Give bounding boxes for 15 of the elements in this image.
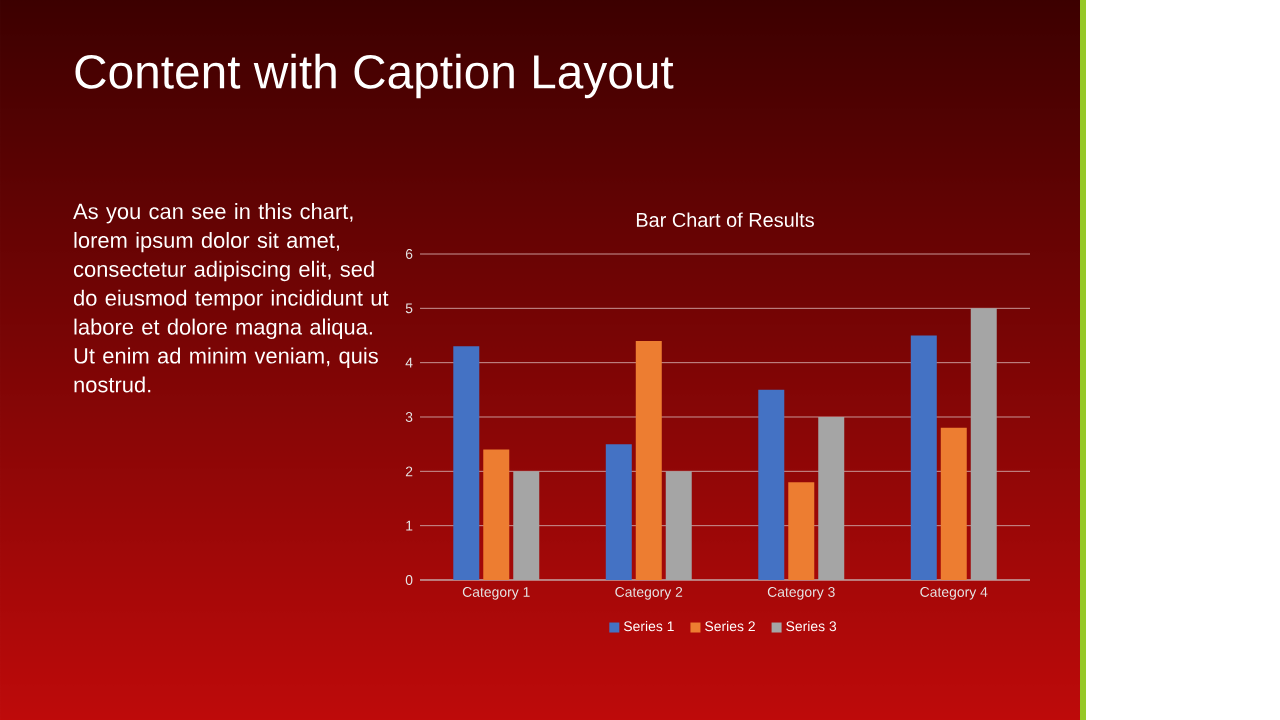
text: Content with Caption Layout [75, 53, 674, 99]
chart-title: Bar Chart of Results [636, 212, 814, 228]
bar [818, 417, 845, 580]
bar [453, 346, 480, 580]
bar [910, 335, 937, 580]
bar [513, 471, 540, 580]
bar [970, 308, 997, 580]
bar [788, 482, 815, 580]
bar [605, 444, 632, 580]
bar [635, 340, 662, 580]
bar [483, 449, 510, 580]
bar [665, 471, 692, 580]
bar [940, 427, 967, 580]
text: As you can see in this chart, lorem ipsum dolor sit amet, consectetur adipiscing elit, sed do eiusmod tempor incididunt ut labore et dolore magna aliqua. Ut enim ad minim veniam, quis nostrud. [73, 203, 389, 393]
bar [758, 389, 785, 580]
